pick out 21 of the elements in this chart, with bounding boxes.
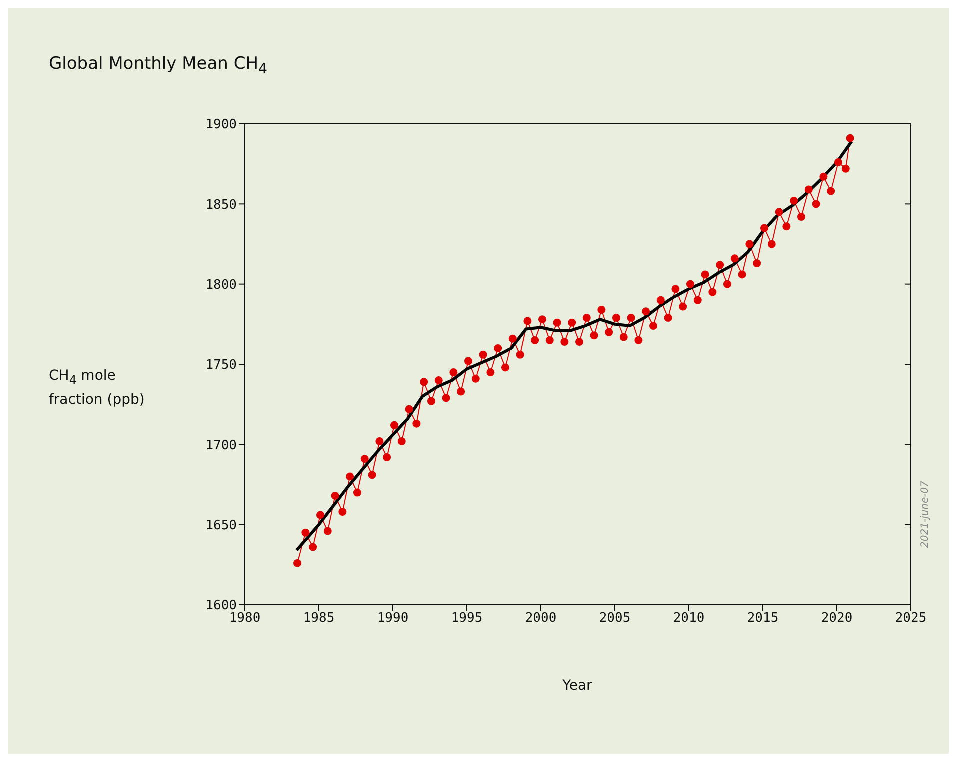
y-tick-label: 1600 xyxy=(206,598,237,614)
x-tick-label: 2000 xyxy=(525,611,557,626)
text: 2021-june-07 xyxy=(920,481,931,548)
x-axis-title: Year xyxy=(562,678,594,694)
y-axis-title: CH$_{4}$ mole fraction (ppb) xyxy=(49,367,146,410)
x-tick-label: 2025 xyxy=(895,611,927,626)
y-tick-label: 1900 xyxy=(206,118,237,133)
y-tick-label: 1800 xyxy=(206,278,237,293)
x-tick-label: 2005 xyxy=(599,611,631,626)
x-tick-label: 1985 xyxy=(303,611,335,626)
x-tick-label: 2010 xyxy=(673,611,705,626)
x-tick-label: 1995 xyxy=(451,611,483,626)
x-tick-label: 1980 xyxy=(229,611,261,626)
y-tick-label: 1700 xyxy=(206,438,237,454)
chart-title: Global Monthly Mean CH$_{4}$ xyxy=(49,54,268,78)
x-tick-label: 2015 xyxy=(747,611,779,626)
y-tick-label: 1650 xyxy=(206,518,237,534)
x-tick-label: 1990 xyxy=(377,611,409,626)
y-tick-label: 1850 xyxy=(206,198,237,213)
x-tick-label: 2020 xyxy=(821,611,853,626)
y-tick-label: 1750 xyxy=(206,358,237,374)
